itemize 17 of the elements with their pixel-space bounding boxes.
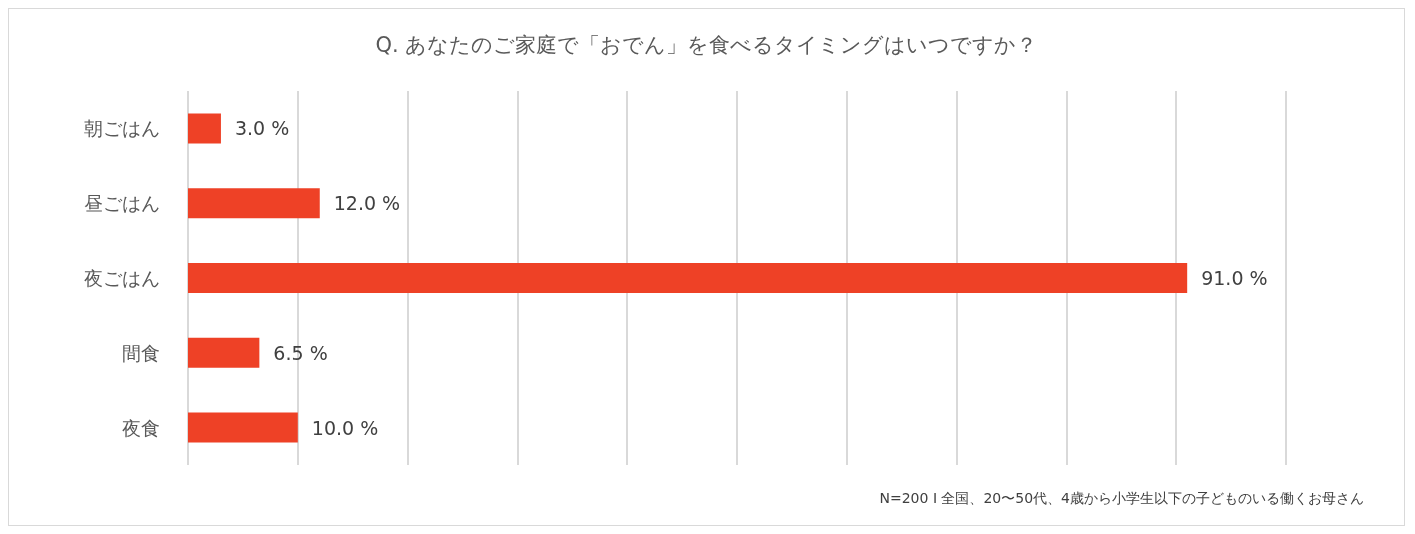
bar [188,113,221,144]
data-label: 3.0 % [234,117,290,140]
y-tick-label: 夜食 [122,416,160,439]
y-tick-label: 昼ごはん [84,192,160,215]
data-label: 91.0 % [1201,267,1268,289]
y-tick-label: 夜ごはん [84,267,160,289]
y-tick-label: 間食 [122,341,160,364]
data-label: 10.0 % [311,416,379,439]
data-label: 6.5 % [273,341,328,364]
bar [188,188,320,219]
text: N=200 I 全国、20〜50代、4歳から小学生以下の子どものいる働くお母さん [879,490,1365,506]
bar [188,263,1188,293]
chart-title: Q. あなたのご家庭で「おでん」を食べるタイミングはいつですか？ [375,32,1038,57]
data-label: 12.0 % [333,192,401,215]
y-tick-label: 朝ごはん [84,117,160,140]
bar [188,337,260,368]
bar [188,412,298,443]
